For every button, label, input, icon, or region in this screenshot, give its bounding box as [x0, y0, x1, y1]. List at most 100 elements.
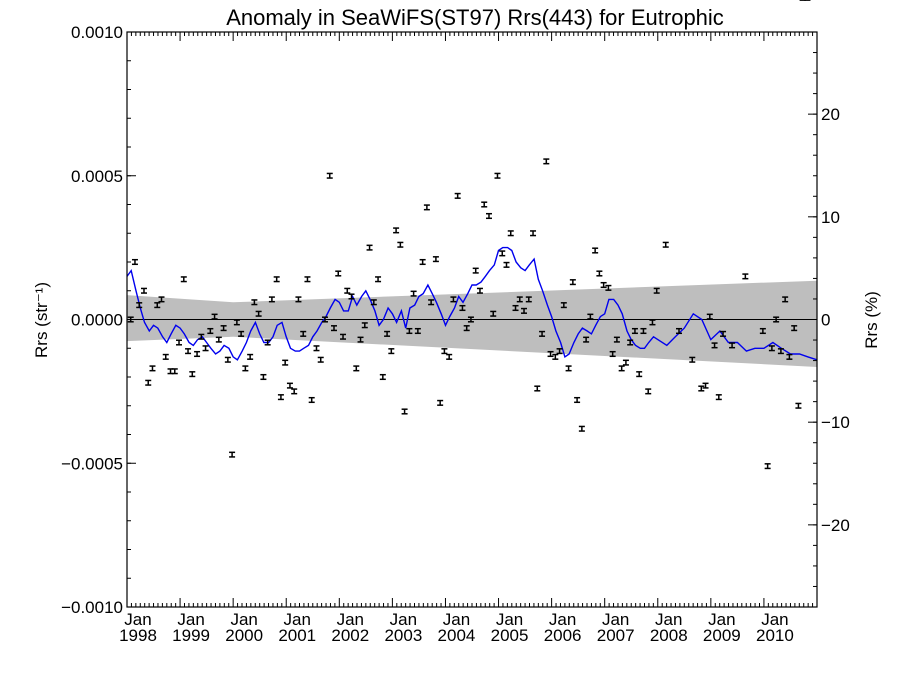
data-point — [194, 350, 201, 358]
data-point — [689, 356, 696, 363]
data-point — [211, 313, 218, 320]
x-tick-month-label: Jan — [602, 610, 629, 629]
data-point — [233, 319, 240, 326]
data-point — [711, 342, 718, 349]
data-point — [450, 296, 457, 303]
data-point — [485, 212, 492, 220]
data-point — [410, 290, 417, 297]
x-tick-year-label: 1998 — [119, 626, 157, 645]
x-tick-year-label: 1999 — [172, 626, 210, 645]
data-point — [238, 330, 245, 337]
data-point — [388, 348, 395, 355]
data-point — [357, 336, 364, 343]
data-point — [627, 339, 634, 346]
y2-tick-label: −20 — [821, 516, 850, 535]
data-point — [242, 365, 249, 372]
data-point — [268, 296, 275, 303]
data-point — [791, 325, 798, 332]
data-point — [304, 276, 311, 283]
x-tick-month-label: Jan — [284, 610, 311, 629]
axes-layer: −0.0010 −0.0005 0.0000 0.0005 0.0010 −20 −10 0 1… — [61, 23, 850, 645]
data-point — [229, 451, 236, 458]
data-point — [552, 353, 559, 360]
x-tick-year-label: 2005 — [491, 626, 529, 645]
data-point — [547, 350, 554, 358]
data-point — [149, 365, 156, 372]
data-point — [406, 327, 413, 335]
data-point — [277, 394, 284, 401]
x-tick-year-label: 2003 — [384, 626, 422, 645]
data-point — [260, 373, 267, 381]
y-tick-label: 0.0000 — [71, 311, 123, 330]
data-point — [556, 348, 563, 355]
data-point — [574, 396, 581, 404]
data-point — [264, 339, 271, 346]
data-point — [331, 325, 337, 332]
data-point — [534, 385, 541, 392]
data-point — [207, 327, 214, 335]
data-point — [645, 388, 652, 395]
data-point — [423, 204, 430, 211]
data-point — [587, 313, 594, 320]
x-tick-month-label: Jan — [390, 610, 417, 629]
y2-tick-label: −10 — [821, 413, 850, 432]
data-point — [613, 336, 620, 343]
uncertainty-band-layer — [127, 280, 817, 367]
smoothed-line-layer — [126, 246, 818, 361]
data-point — [300, 330, 307, 337]
x-tick-year-label: 2004 — [438, 626, 476, 645]
data-point — [317, 356, 324, 363]
data-point — [472, 267, 479, 274]
data-point — [247, 353, 254, 360]
data-point — [516, 296, 523, 303]
x-tick-year-label: 2010 — [756, 626, 794, 645]
data-point — [446, 353, 453, 360]
data-point — [215, 336, 222, 343]
data-point — [326, 172, 333, 179]
data-point — [782, 296, 789, 303]
data-point — [795, 402, 802, 409]
data-point — [393, 227, 400, 234]
data-point — [565, 365, 572, 372]
data-point — [759, 327, 766, 335]
data-point — [507, 230, 514, 237]
x-tick-month-label: Jan — [549, 610, 576, 629]
data-point — [653, 287, 660, 294]
data-point — [437, 399, 444, 406]
data-point — [609, 350, 616, 358]
data-point — [560, 302, 567, 309]
data-point — [202, 345, 209, 352]
data-point — [649, 319, 656, 326]
uncertainty-band — [127, 280, 817, 367]
data-point — [361, 322, 368, 329]
data-point — [636, 371, 643, 378]
data-point — [764, 463, 771, 470]
x-tick-month-label: Jan — [655, 610, 682, 629]
data-point — [521, 307, 528, 314]
data-point — [729, 342, 736, 349]
data-point — [185, 348, 192, 355]
data-point — [715, 394, 722, 401]
data-point — [463, 325, 470, 332]
data-point — [131, 258, 138, 266]
data-point — [773, 316, 780, 323]
x-tick-month-label: Jan — [443, 610, 470, 629]
y-tick-label: −0.0010 — [61, 598, 123, 617]
data-point — [375, 276, 382, 283]
x-tick-month-label: Jan — [761, 610, 788, 629]
x-tick-month-label: Jan — [177, 610, 204, 629]
data-point — [539, 330, 546, 337]
data-point — [596, 270, 603, 277]
data-point — [282, 359, 289, 366]
data-point — [140, 287, 147, 294]
y-tick-label: −0.0005 — [61, 454, 123, 473]
y-tick-label: 0.0010 — [71, 23, 123, 42]
y2-axis-label: Rrs (%) — [862, 291, 881, 349]
data-point — [340, 333, 347, 340]
y2-tick-label: 0 — [821, 311, 830, 330]
data-point — [543, 158, 550, 165]
data-point — [600, 281, 607, 289]
data-point — [640, 327, 647, 335]
data-point — [308, 396, 315, 404]
